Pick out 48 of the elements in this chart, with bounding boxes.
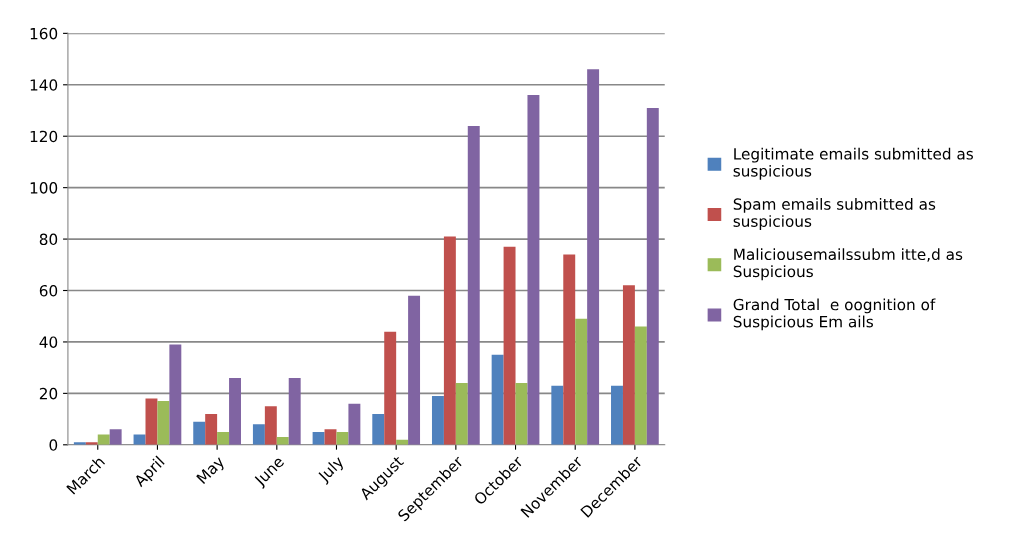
bar [467,125,480,445]
legend-label: Maliciousemailssubm itte,d as Suspicious [733,248,963,281]
y-tick-label: 0 [49,439,58,451]
bar [611,385,623,445]
bar [527,95,540,445]
bar [336,431,349,445]
bar [646,107,659,445]
bar [109,429,122,445]
bar [288,377,301,445]
bar [431,395,444,445]
bar [384,331,397,445]
bar [229,377,241,445]
y-tick-label: 20 [39,387,58,400]
bar [503,246,516,445]
bar [587,69,600,445]
bar [408,295,421,445]
bar [217,431,230,445]
bar [205,413,218,445]
bar [264,406,277,445]
bar [372,413,385,445]
bar [145,398,158,445]
y-tick-label: 40 [39,336,58,348]
bar [252,424,265,445]
y-tick-label: 60 [39,284,58,297]
bar [455,383,468,445]
y-tick-label: 100 [30,182,58,194]
bar [312,431,325,445]
bar [348,403,361,445]
bar [193,421,206,445]
y-tick-label: 160 [30,27,58,40]
bar [515,383,528,445]
y-tick-label: 80 [39,233,58,246]
y-tick-label: 120 [30,130,58,143]
legend-label: Grand Total e oognition of Suspicious Em ails [733,298,936,331]
bar [276,437,289,445]
bar [491,354,504,445]
legend-label: Legitimate emails submitted as suspicious [733,147,974,180]
bar [157,401,170,445]
bar [443,236,456,445]
bar [622,285,635,445]
bar [324,429,337,445]
bar [551,385,564,445]
bar [563,254,576,445]
bar [575,318,588,445]
legend-label: Spam emails submitted as suspicious [733,198,936,230]
bar [169,344,182,445]
bar [634,326,647,445]
y-tick-label: 140 [30,79,58,91]
